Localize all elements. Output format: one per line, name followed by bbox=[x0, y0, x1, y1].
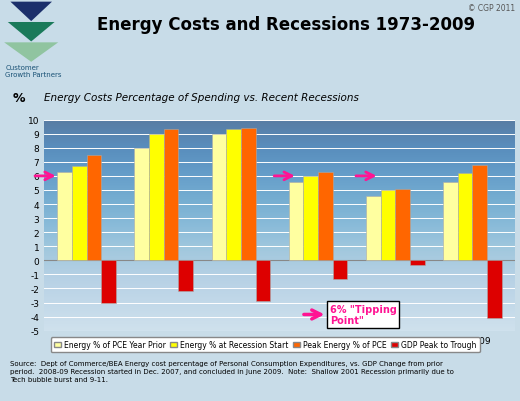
Polygon shape bbox=[10, 3, 52, 22]
Bar bbox=[101, 261, 116, 303]
Text: Energy Costs Percentage of Spending vs. Recent Recessions: Energy Costs Percentage of Spending vs. … bbox=[44, 93, 359, 103]
Text: 6% "Tipping
Point": 6% "Tipping Point" bbox=[330, 304, 397, 326]
Bar bbox=[487, 261, 502, 318]
Bar bbox=[212, 134, 226, 261]
Bar bbox=[366, 196, 381, 261]
Bar bbox=[72, 167, 87, 261]
Bar bbox=[135, 148, 149, 261]
Bar bbox=[472, 165, 487, 261]
Text: %: % bbox=[13, 92, 25, 105]
Text: © CGP 2011: © CGP 2011 bbox=[467, 4, 515, 13]
Text: Energy Costs and Recessions 1973-2009: Energy Costs and Recessions 1973-2009 bbox=[97, 16, 475, 34]
Bar bbox=[458, 174, 472, 261]
Bar bbox=[87, 156, 101, 261]
Bar bbox=[303, 176, 318, 261]
Bar bbox=[318, 172, 333, 261]
Text: Source:  Dept of Commerce/BEA Energy cost percentage of Personal Consumption Exp: Source: Dept of Commerce/BEA Energy cost… bbox=[10, 360, 454, 382]
Legend: Energy % of PCE Year Prior, Energy % at Recession Start, Peak Energy % of PCE, G: Energy % of PCE Year Prior, Energy % at … bbox=[51, 337, 479, 352]
Bar bbox=[149, 134, 164, 261]
Bar bbox=[178, 261, 193, 292]
Polygon shape bbox=[8, 23, 55, 43]
Bar bbox=[164, 130, 178, 261]
Bar bbox=[395, 189, 410, 261]
Bar bbox=[226, 130, 241, 261]
Text: Customer
Growth Partners: Customer Growth Partners bbox=[5, 65, 62, 78]
Bar bbox=[241, 129, 256, 261]
Bar bbox=[333, 261, 347, 279]
Bar bbox=[443, 182, 458, 261]
Bar bbox=[410, 261, 424, 265]
Bar bbox=[57, 172, 72, 261]
Bar bbox=[256, 261, 270, 302]
Bar bbox=[381, 190, 395, 261]
Polygon shape bbox=[4, 43, 58, 63]
Bar bbox=[289, 182, 303, 261]
